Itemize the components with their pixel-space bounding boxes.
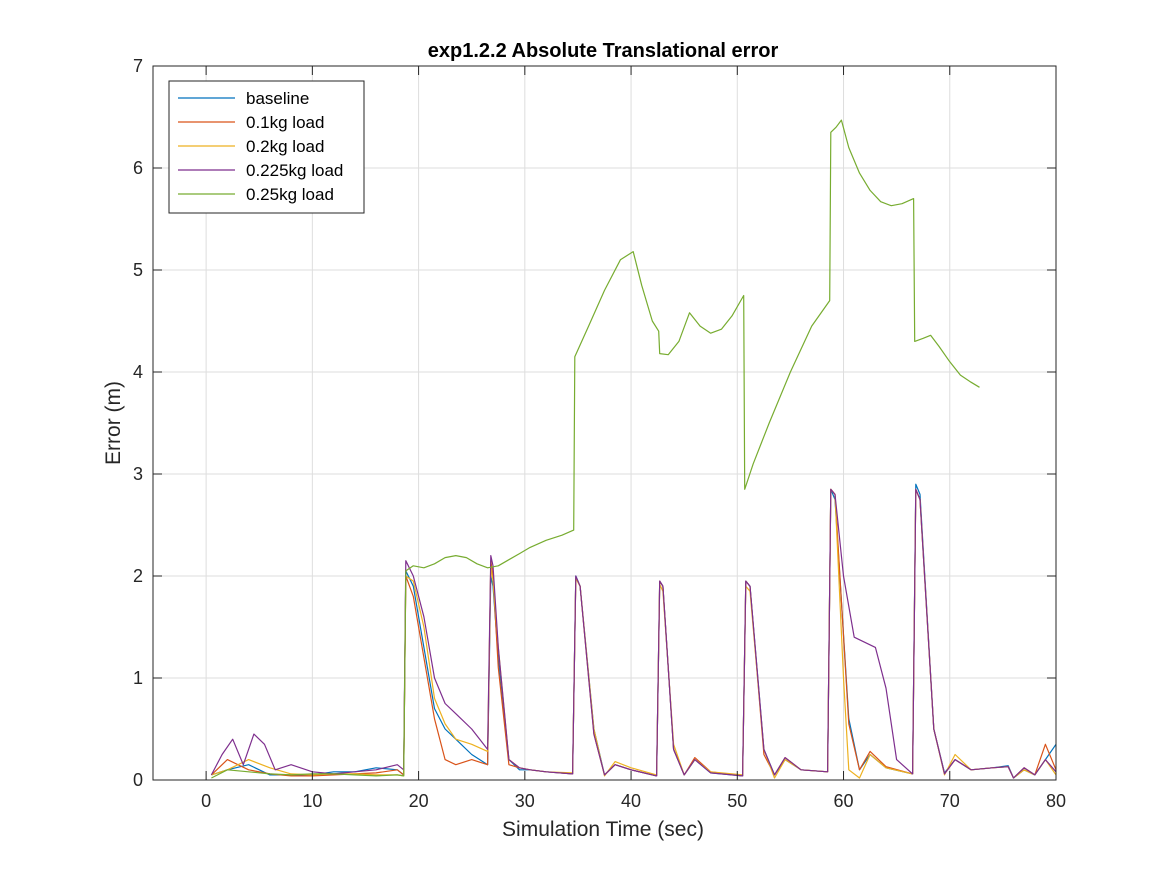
- x-tick-label: 80: [1046, 791, 1066, 811]
- series-lines: [210, 119, 1057, 779]
- legend: baseline 0.1kg load 0.2kg load 0.225kg load…: [168, 80, 365, 214]
- y-tick-label: 2: [133, 566, 143, 586]
- x-tick-label: 20: [409, 791, 429, 811]
- legend-box: [168, 80, 365, 214]
- axis-ticks: 0 10 20 30 40 50 60 70 80 0 1 2 3 4 5 6 7: [133, 56, 1066, 811]
- legend-label-4: 0.25kg load: [246, 185, 334, 204]
- y-tick-label: 4: [133, 362, 143, 382]
- x-tick-label: 30: [515, 791, 535, 811]
- y-tick-label: 3: [133, 464, 143, 484]
- x-tick-label: 70: [940, 791, 960, 811]
- x-tick-label: 60: [834, 791, 854, 811]
- legend-label-3: 0.225kg load: [246, 161, 343, 180]
- y-tick-label: 5: [133, 260, 143, 280]
- y-tick-label: 6: [133, 158, 143, 178]
- plot-area-frame: [152, 65, 1057, 781]
- series-line-3: [210, 488, 1057, 779]
- y-tick-label: 7: [133, 56, 143, 76]
- chart-title: exp1.2.2 Absolute Translational error: [428, 40, 779, 62]
- x-tick-label: 40: [621, 791, 641, 811]
- legend-label-2: 0.2kg load: [246, 137, 324, 156]
- legend-label-1: 0.1kg load: [246, 113, 324, 132]
- x-tick-label: 0: [201, 791, 211, 811]
- y-tick-label: 0: [133, 770, 143, 790]
- x-tick-label: 10: [302, 791, 322, 811]
- y-tick-label: 1: [133, 668, 143, 688]
- series-line-4: [211, 119, 980, 779]
- x-tick-label: 50: [727, 791, 747, 811]
- y-axis-label: Error (m): [102, 381, 125, 465]
- x-axis-label: Simulation Time (sec): [502, 818, 704, 841]
- legend-label-0: baseline: [246, 89, 309, 108]
